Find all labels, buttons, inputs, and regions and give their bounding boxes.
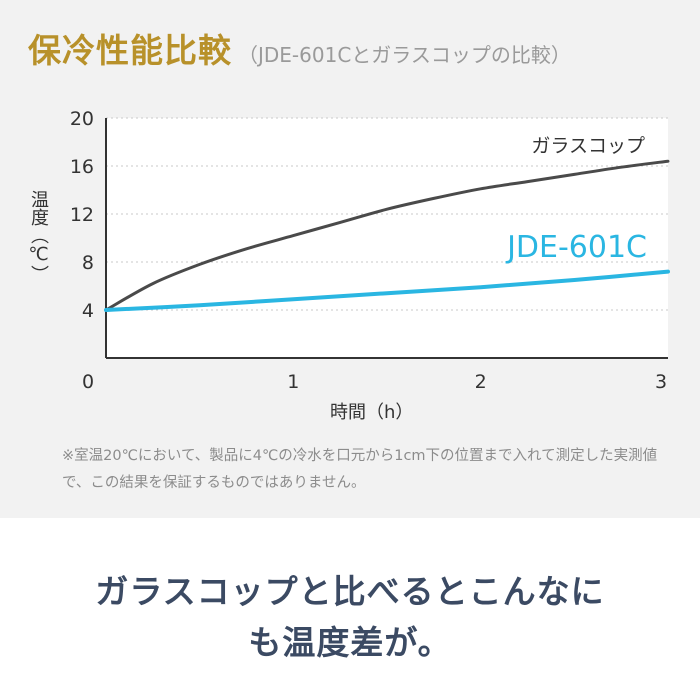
headline-message: ガラスコップと比べるとこんなに も温度差が。 <box>0 566 700 668</box>
y-tick-label: 16 <box>70 156 94 178</box>
y-axis-label: 温度（℃） <box>28 190 49 283</box>
x-tick-label: 3 <box>655 371 667 393</box>
plot-area <box>106 118 668 358</box>
x-tick-label: 1 <box>287 371 299 393</box>
x-tick-label: 2 <box>475 371 487 393</box>
series-label-jde-601c: JDE-601C <box>505 230 647 265</box>
x-tick-label: 0 <box>82 371 94 393</box>
title-row: 保冷性能比較 （JDE-601Cとガラスコップの比較） <box>28 24 571 72</box>
x-axis-label: 時間（h） <box>330 402 414 423</box>
chart-title: 保冷性能比較 <box>28 31 232 70</box>
y-tick-label: 8 <box>82 252 94 274</box>
y-tick-label: 20 <box>70 108 94 130</box>
series-label-glass-cup: ガラスコップ <box>531 135 645 157</box>
y-tick-label: 12 <box>70 204 94 226</box>
y-tick-label: 4 <box>82 300 94 322</box>
series-line-glass-cup <box>104 159 670 312</box>
chart-subtitle: （JDE-601Cとガラスコップの比較） <box>238 43 571 67</box>
series-line-jde-601c <box>104 269 670 312</box>
footnote: ※室温20℃において、製品に4℃の冷水を口元から1cm下の位置まで入れて測定した… <box>62 448 658 491</box>
headline-line-2: も温度差が。 <box>248 623 452 662</box>
headline-line-1: ガラスコップと比べるとこんなに <box>95 572 605 611</box>
